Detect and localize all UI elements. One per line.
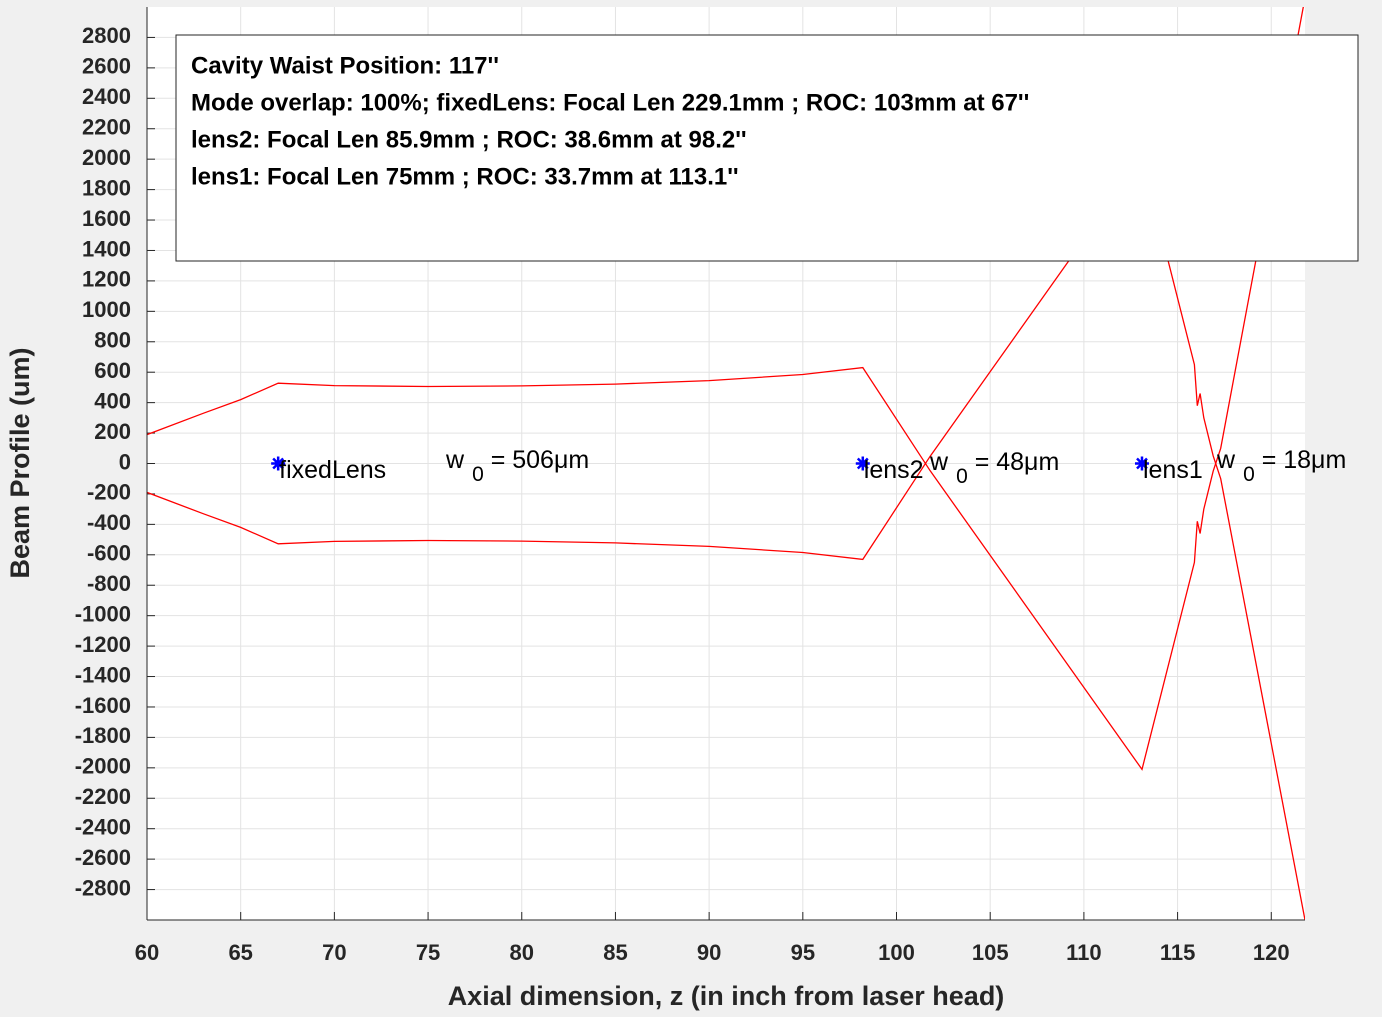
y-tick-label: -2000: [75, 754, 131, 779]
x-tick-label: 70: [322, 940, 346, 965]
lens-label: lens1: [1143, 456, 1203, 484]
y-tick-label: 1200: [82, 267, 131, 292]
x-tick-label: 100: [878, 940, 915, 965]
x-tick-label: 80: [510, 940, 534, 965]
text-box-line: Mode overlap: 100%; fixedLens: Focal Len…: [191, 89, 1029, 116]
y-tick-label: 1600: [82, 206, 131, 231]
waist-value: = 506μm: [484, 446, 589, 474]
y-tick-label: 2000: [82, 145, 131, 170]
x-tick-label: 115: [1160, 940, 1196, 965]
y-axis-label: Beam Profile (um): [5, 347, 35, 578]
lens-marker: [855, 456, 870, 471]
waist-subscript: 0: [472, 463, 484, 486]
y-tick-label: -2800: [75, 875, 131, 900]
y-tick-label: 1800: [82, 175, 131, 200]
y-tick-label: 1000: [82, 297, 131, 322]
y-tick-label: 600: [94, 358, 131, 383]
x-tick-label: 60: [135, 940, 159, 965]
waist-symbol: w: [1216, 446, 1236, 474]
y-tick-label: 1400: [82, 236, 131, 261]
waist-label: w0 = 18μm: [1216, 446, 1346, 486]
text-box-line: lens2: Focal Len 85.9mm ; ROC: 38.6mm at…: [191, 126, 747, 153]
y-tick-label: -1400: [75, 662, 131, 687]
waist-value: = 48μm: [968, 448, 1060, 476]
waist-value: = 18μm: [1255, 446, 1347, 474]
y-tick-label: 2400: [82, 84, 131, 109]
y-tick-label: 2600: [82, 54, 131, 79]
y-tick-label: -2400: [75, 815, 131, 840]
x-axis-label: Axial dimension, z (in inch from laser h…: [448, 981, 1005, 1011]
text-box-line: Cavity Waist Position: 117'': [191, 52, 499, 79]
text-box: [175, 34, 1359, 262]
y-tick-label: -2200: [75, 784, 131, 809]
x-tick-label: 105: [972, 940, 1009, 965]
lens-label: fixedLens: [279, 456, 386, 484]
beam-line: [147, 156, 1305, 920]
y-tick-label: 400: [94, 388, 131, 413]
x-tick-label: 120: [1253, 940, 1290, 965]
waist-subscript: 0: [1243, 463, 1255, 486]
y-tick-label: 2200: [82, 115, 131, 140]
y-tick-label: -1800: [75, 723, 131, 748]
lens-marker: [271, 456, 286, 471]
lens-label: lens2: [864, 456, 924, 484]
x-tick-label: 95: [791, 940, 815, 965]
x-tick-label: 75: [416, 940, 440, 965]
y-tick-label: -1600: [75, 693, 131, 718]
waist-subscript: 0: [956, 465, 968, 488]
y-tick-label: -1000: [75, 601, 131, 626]
y-tick-label: -2600: [75, 845, 131, 870]
lens-marker: [1134, 456, 1149, 471]
y-tick-label: 800: [94, 328, 131, 353]
x-tick-label: 90: [697, 940, 721, 965]
y-tick-label: -400: [87, 510, 131, 535]
y-tick-label: -200: [87, 480, 131, 505]
x-tick-label: 110: [1066, 940, 1102, 965]
waist-label: w0 = 48μm: [929, 448, 1059, 488]
y-tick-label: -1200: [75, 632, 131, 657]
y-tick-label: 2800: [82, 23, 131, 48]
x-tick-label: 65: [228, 940, 252, 965]
y-tick-label: 0: [119, 449, 131, 474]
waist-label: w0 = 506μm: [445, 446, 589, 486]
y-tick-label: -800: [87, 571, 131, 596]
y-tick-label: 200: [94, 419, 131, 444]
y-tick-label: -600: [87, 541, 131, 566]
waist-symbol: w: [445, 446, 465, 474]
beam-line: [147, 7, 1304, 771]
waist-symbol: w: [929, 448, 949, 476]
x-tick-label: 85: [603, 940, 627, 965]
text-box-line: lens1: Focal Len 75mm ; ROC: 33.7mm at 1…: [191, 163, 739, 190]
